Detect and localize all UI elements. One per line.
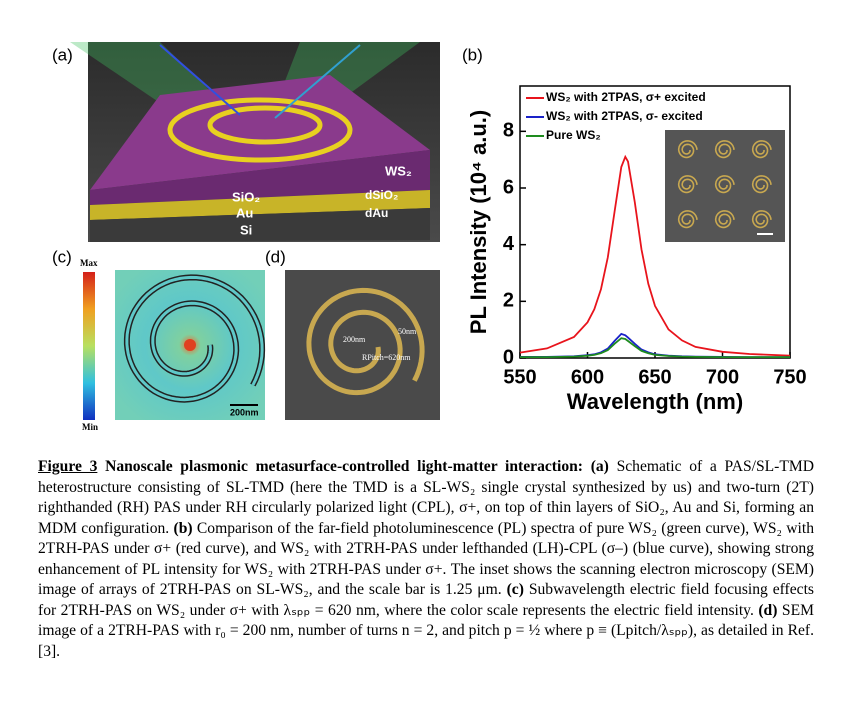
inset-spiral (751, 140, 772, 159)
inset-spiral (714, 210, 735, 229)
hotspot (184, 339, 196, 351)
sem-spiral (306, 287, 425, 396)
x-tick-label: 700 (706, 366, 739, 388)
x-tick-label: 550 (503, 366, 536, 388)
sio2-layer (90, 150, 430, 205)
x-axis-label: Wavelength (nm) (567, 389, 743, 414)
ws2-layer (90, 75, 430, 190)
inset-spiral (677, 140, 698, 159)
spiral-outline (125, 275, 264, 402)
y-tick-label: 2 (503, 290, 514, 312)
legend-label: WS₂ with 2TPAS, σ- excited (546, 109, 703, 123)
caption-heading: Nanoscale plasmonic metasurface-controll… (105, 458, 583, 475)
y-tick-label: 0 (503, 346, 514, 368)
sem-spiral (306, 287, 425, 396)
legend-label: WS₂ with 2TPAS, σ+ excited (546, 90, 706, 104)
caption-panel-label: (b) (173, 519, 193, 537)
y-tick-label: 4 (503, 233, 515, 255)
caption-text: Schematic of a PAS/SL-TMD heterostructur… (38, 458, 815, 537)
x-tick-label: 600 (571, 366, 604, 388)
inset-spiral (677, 210, 698, 229)
x-tick-label: 650 (638, 366, 671, 388)
caption-text: Comparison of the far-field photolumines… (38, 519, 815, 599)
spiral (167, 97, 353, 163)
figure: (a) WS₂ SiO₂ Au Si dSiO₂ dAu (b) (c) Max… (52, 42, 807, 432)
spiral-outline (123, 274, 266, 403)
arrow (274, 44, 361, 119)
caption-panel-label: (c) (506, 581, 524, 598)
si-layer (90, 208, 430, 242)
layer-label: WS₂ (385, 163, 412, 178)
panel-label: (d) (265, 247, 286, 266)
layer-label: Au (236, 205, 253, 220)
series-line (520, 337, 790, 358)
inset-spiral (751, 210, 772, 229)
layer-label: Si (240, 222, 252, 237)
sem-label: RPitch=620nm (362, 353, 411, 362)
inset-spiral (677, 175, 698, 194)
legend-label: Pure WS₂ (546, 128, 601, 142)
layer-label: SiO₂ (232, 189, 260, 204)
thickness-label: dAu (365, 206, 388, 220)
colorbar (83, 272, 95, 420)
y-tick-label: 8 (503, 120, 514, 142)
sem-label: 200nm (343, 335, 366, 344)
au-layer (90, 190, 430, 220)
scale-label: 200nm (230, 407, 259, 417)
y-axis-label: PL Intensity (10⁴ a.u.) (466, 110, 491, 334)
panel-label: (a) (52, 45, 73, 64)
panel-label: (b) (462, 45, 483, 64)
thickness-label: dSiO₂ (365, 188, 398, 202)
inset-spiral (751, 175, 772, 194)
chart: 0 2 4 6 8 550 600 650 700 750 Wavelength (nm) PL In… (466, 85, 807, 414)
x-tick-label: 750 (773, 366, 806, 388)
caption-panel-label: (d) (758, 601, 778, 619)
series-line (519, 154, 791, 357)
arrow (159, 44, 241, 116)
colorbar-max: Max (80, 258, 98, 268)
figure-number: Figure 3 (38, 458, 98, 475)
inset-spiral (714, 175, 735, 194)
spiral (207, 105, 323, 145)
caption-text: SEM image of a 2TRH-PAS with r₀ = 200 nm… (38, 601, 814, 660)
caption-panel-label: (a) (590, 458, 609, 475)
inset-spiral (714, 140, 735, 159)
caption: Figure 3 Nanoscale plasmonic metasurface… (38, 457, 814, 662)
y-tick-label: 6 (503, 176, 514, 198)
sem-label: 50nm (398, 327, 417, 336)
panel-label: (c) (52, 247, 72, 266)
colorbar-min: Min (82, 422, 98, 432)
caption-text: Subwavelength electric field focusing ef… (38, 581, 814, 619)
